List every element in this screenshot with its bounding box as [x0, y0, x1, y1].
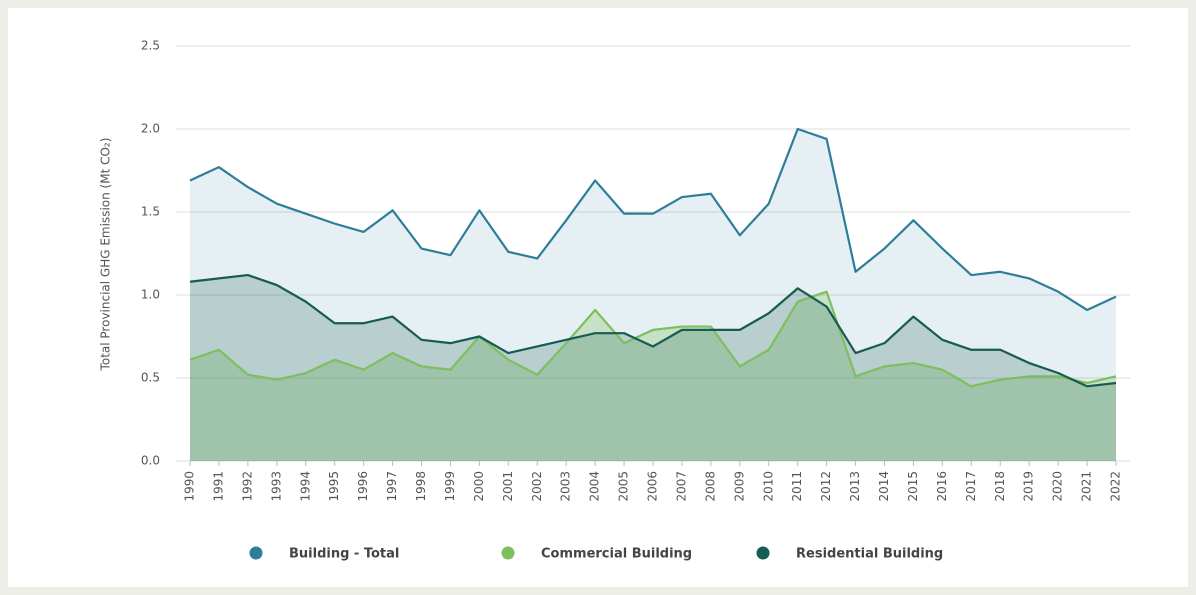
x-tick-label: 2013: [848, 471, 862, 502]
y-tick-label: 0.0: [141, 454, 160, 468]
area-fill: [190, 291, 1116, 461]
x-tick-label: 1995: [327, 471, 341, 502]
x-tick-label: 2000: [472, 471, 486, 502]
legend-swatch: [756, 546, 770, 560]
series-line: [189, 127, 1117, 312]
series-line: [189, 290, 1117, 388]
y-tick-label: 0.5: [141, 371, 160, 385]
x-tick-label: 2007: [674, 471, 688, 502]
x-tick-label: 2009: [732, 471, 746, 502]
legend-text: Building - Total: [289, 547, 399, 562]
x-tick-label: 1997: [385, 471, 399, 502]
panel: [8, 8, 1188, 587]
x-tick-label: 2012: [819, 471, 833, 502]
x-tick-label: 2005: [617, 471, 631, 502]
x-tick-label: 1990: [183, 471, 197, 502]
x-tick-label: 1999: [443, 471, 457, 502]
x-tick-label: 1994: [298, 471, 312, 502]
x-tick-label: 2015: [906, 471, 920, 502]
series-line: [189, 273, 1117, 388]
x-tick-label: 2020: [1051, 471, 1065, 502]
x-tick-label: 2001: [501, 471, 515, 502]
x-tick-label: 1992: [240, 471, 254, 502]
x-tick-label: 2008: [703, 471, 717, 502]
y-tick-label: 1.0: [141, 288, 160, 302]
x-tick-label: 2022: [1109, 471, 1123, 502]
x-tick-label: 2010: [761, 471, 775, 502]
x-tick-label: 2017: [964, 471, 978, 502]
legend-swatch: [249, 546, 263, 560]
legend-swatch: [501, 546, 515, 560]
y-tick-label: 2.5: [141, 39, 160, 53]
area-fill: [190, 275, 1116, 461]
x-tick-label: 2006: [646, 471, 660, 502]
x-tick-label: 2019: [1022, 471, 1036, 502]
y-tick-label: 1.5: [141, 205, 160, 219]
x-tick-label: 2004: [588, 471, 602, 502]
x-tick-label: 1991: [211, 471, 225, 502]
x-tick-label: 2016: [935, 471, 949, 502]
legend-text: Residential Building: [796, 547, 943, 562]
x-tick-label: 2021: [1080, 471, 1094, 502]
x-tick-label: 2003: [559, 471, 573, 502]
x-tick-label: 1993: [269, 471, 283, 502]
x-tick-label: 2018: [993, 471, 1007, 502]
x-tick-label: 1996: [356, 471, 370, 502]
area-fill: [190, 129, 1116, 461]
x-tick-label: 2002: [530, 471, 544, 502]
y-tick-label: 2.0: [141, 122, 160, 136]
x-tick-label: 2014: [877, 471, 891, 502]
legend-text: Commercial Building: [541, 547, 692, 562]
x-tick-label: 1998: [414, 471, 428, 502]
x-tick-label: 2011: [790, 471, 804, 502]
y-axis-label: Total Provincial GHG Emission (Mt CO₂): [99, 138, 113, 372]
